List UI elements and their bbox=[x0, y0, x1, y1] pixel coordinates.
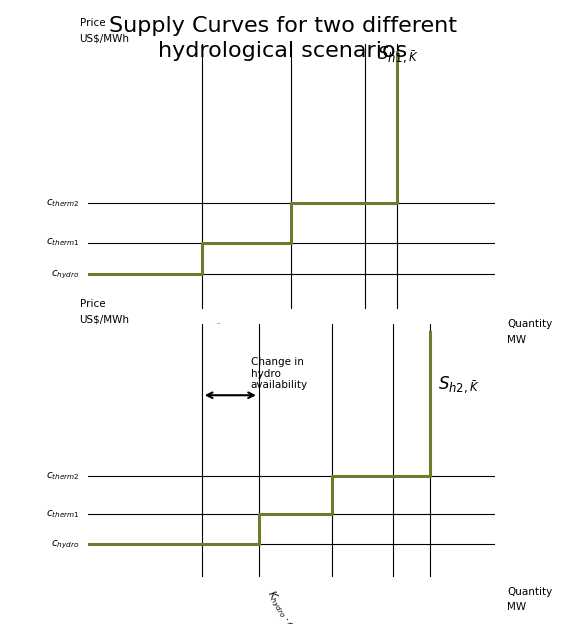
Text: Quantity: Quantity bbox=[508, 319, 553, 329]
Text: Quantity: Quantity bbox=[508, 587, 553, 597]
Text: MW: MW bbox=[508, 603, 526, 613]
Text: $c_{hydro}$: $c_{hydro}$ bbox=[52, 268, 80, 281]
Text: $c_{therm2}$: $c_{therm2}$ bbox=[46, 470, 80, 482]
Text: US\$/MWh: US\$/MWh bbox=[80, 34, 130, 44]
Text: Price: Price bbox=[80, 300, 105, 310]
Text: $c_{therm2}$: $c_{therm2}$ bbox=[46, 197, 80, 208]
Text: $K_{hydro}\cdot df_{h2}$: $K_{hydro}\cdot df_{h2}$ bbox=[263, 587, 303, 624]
Text: $\mathit{S}_{h1,\bar{K}}$: $\mathit{S}_{h1,\bar{K}}$ bbox=[377, 44, 419, 65]
Text: MW: MW bbox=[508, 336, 526, 346]
Text: Price: Price bbox=[80, 17, 105, 28]
Text: hydrological scenarios: hydrological scenarios bbox=[158, 41, 408, 61]
Text: $c_{hydro}$: $c_{hydro}$ bbox=[52, 538, 80, 550]
Text: Supply Curves for two different: Supply Curves for two different bbox=[109, 16, 457, 36]
Text: $\mathit{S}_{h2,\bar{K}}$: $\mathit{S}_{h2,\bar{K}}$ bbox=[438, 374, 480, 395]
Text: $c_{therm1}$: $c_{therm1}$ bbox=[46, 508, 80, 520]
Text: $c_{therm1}$: $c_{therm1}$ bbox=[46, 236, 80, 248]
Text: US\$/MWh: US\$/MWh bbox=[80, 314, 130, 324]
Text: $K_{hydro}\cdot df_{h1}$: $K_{hydro}\cdot df_{h1}$ bbox=[206, 319, 246, 376]
Text: Change in
hydro
availability: Change in hydro availability bbox=[251, 357, 308, 390]
